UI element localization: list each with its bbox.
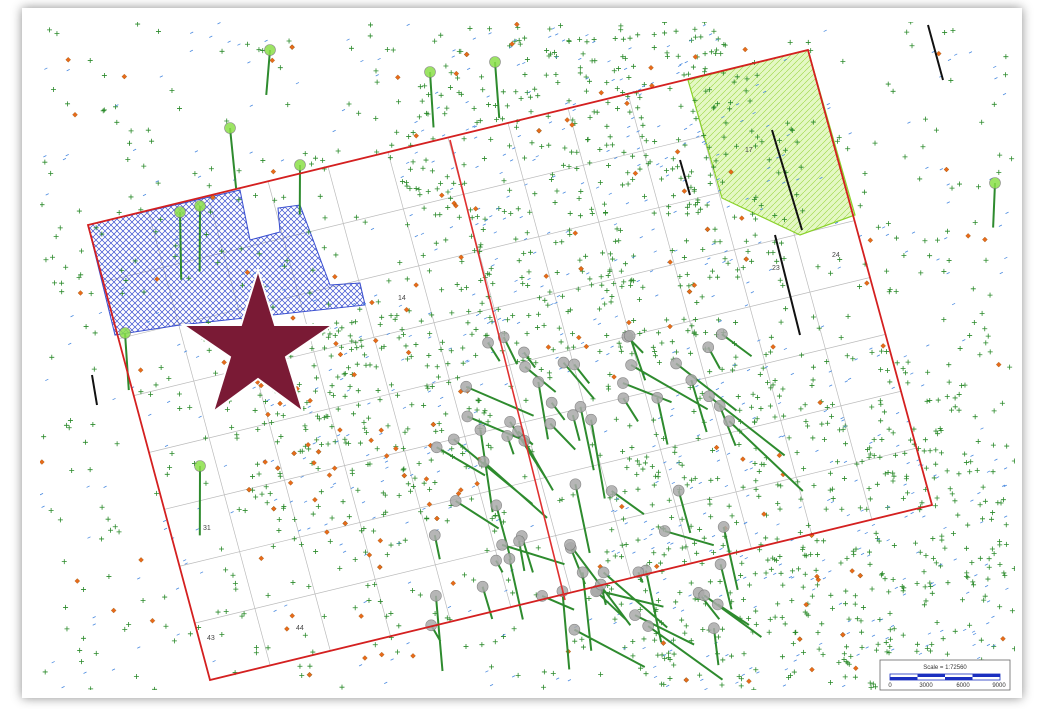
section-label: 14 bbox=[398, 295, 406, 302]
well-head bbox=[670, 357, 682, 370]
well-head bbox=[430, 441, 443, 454]
well-head bbox=[501, 430, 514, 442]
section-labels: 14 17 23 24 31 43 44 bbox=[203, 147, 840, 642]
well-head bbox=[119, 327, 131, 339]
well-head bbox=[623, 329, 636, 342]
well-head bbox=[496, 539, 508, 551]
well-head bbox=[449, 495, 462, 507]
lease-area-blue bbox=[87, 189, 366, 336]
well-head bbox=[490, 499, 503, 512]
well-head bbox=[617, 377, 629, 389]
well-head bbox=[568, 358, 581, 371]
well-head bbox=[576, 566, 589, 579]
well-head bbox=[685, 374, 698, 386]
section-label: 44 bbox=[296, 625, 304, 632]
scale-label: Scale = 1:72560 bbox=[923, 665, 967, 671]
section-label: 43 bbox=[207, 635, 215, 642]
well-head bbox=[711, 598, 724, 611]
well-head bbox=[625, 359, 637, 371]
scale-tick-label: 6000 bbox=[956, 683, 970, 689]
well-head bbox=[714, 558, 727, 571]
well-head bbox=[703, 390, 715, 403]
well-head bbox=[482, 336, 494, 349]
survey-divider bbox=[449, 139, 566, 601]
well-head bbox=[424, 66, 436, 78]
section-label: 31 bbox=[203, 525, 211, 532]
well-head bbox=[698, 589, 711, 602]
well-head bbox=[503, 552, 516, 565]
well-head bbox=[461, 410, 474, 423]
well-head bbox=[585, 413, 597, 426]
well-head bbox=[194, 460, 206, 472]
well-head bbox=[569, 478, 582, 491]
well-head bbox=[497, 331, 510, 344]
well-head bbox=[476, 580, 489, 593]
well-head bbox=[490, 554, 502, 567]
section-label: 23 bbox=[772, 265, 780, 272]
well-head bbox=[597, 566, 610, 579]
map-layer bbox=[40, 22, 1015, 690]
well-head bbox=[264, 44, 276, 56]
well-head bbox=[605, 485, 618, 497]
well-head bbox=[428, 529, 441, 541]
scale-segment bbox=[917, 674, 945, 677]
well-head bbox=[713, 400, 726, 412]
well-head bbox=[658, 525, 671, 537]
well-head bbox=[568, 623, 581, 636]
scale-segment bbox=[972, 674, 1000, 677]
scale-segment bbox=[945, 677, 973, 680]
well-head bbox=[564, 538, 576, 551]
well-head bbox=[672, 484, 685, 497]
well-head bbox=[629, 609, 641, 621]
black-traces bbox=[91, 24, 944, 406]
well-head bbox=[557, 356, 570, 369]
well-head bbox=[460, 380, 472, 393]
well-head bbox=[708, 622, 720, 634]
well-head bbox=[532, 376, 545, 388]
well-head bbox=[989, 177, 1001, 189]
scale-tick-label: 9000 bbox=[992, 683, 1006, 689]
scale-tick-label: 3000 bbox=[919, 683, 933, 689]
star-marker bbox=[179, 266, 337, 415]
well-head bbox=[723, 415, 735, 427]
survey-outline bbox=[86, 48, 934, 682]
well-head bbox=[702, 341, 715, 354]
well-head bbox=[504, 416, 516, 428]
well-head bbox=[294, 159, 306, 171]
scale-bar: Scale = 1:72560 0 3000 6000 9000 bbox=[879, 659, 1011, 691]
well-head bbox=[224, 122, 236, 134]
well-head bbox=[717, 521, 730, 533]
well-head bbox=[447, 433, 460, 446]
section-label: 17 bbox=[745, 147, 753, 154]
well-head bbox=[642, 620, 654, 632]
scale-tick-label: 0 bbox=[888, 683, 892, 689]
well-head bbox=[477, 455, 490, 468]
well-head bbox=[474, 424, 487, 436]
well-head bbox=[651, 391, 664, 404]
well-head bbox=[574, 401, 587, 413]
well-head bbox=[567, 409, 579, 421]
orange-symbols bbox=[40, 22, 1006, 684]
well-head bbox=[518, 346, 530, 359]
well-head bbox=[716, 328, 728, 340]
scale-segment bbox=[890, 677, 918, 680]
well-head bbox=[513, 535, 525, 547]
well-head bbox=[430, 590, 442, 602]
well-head bbox=[544, 417, 557, 430]
well-head bbox=[174, 206, 186, 218]
lease-area-green bbox=[687, 49, 856, 236]
well-head bbox=[519, 361, 531, 373]
section-label: 24 bbox=[832, 252, 840, 259]
well-head bbox=[617, 392, 630, 405]
well-head bbox=[194, 200, 206, 212]
well-head bbox=[489, 56, 501, 68]
well-head bbox=[545, 396, 558, 409]
